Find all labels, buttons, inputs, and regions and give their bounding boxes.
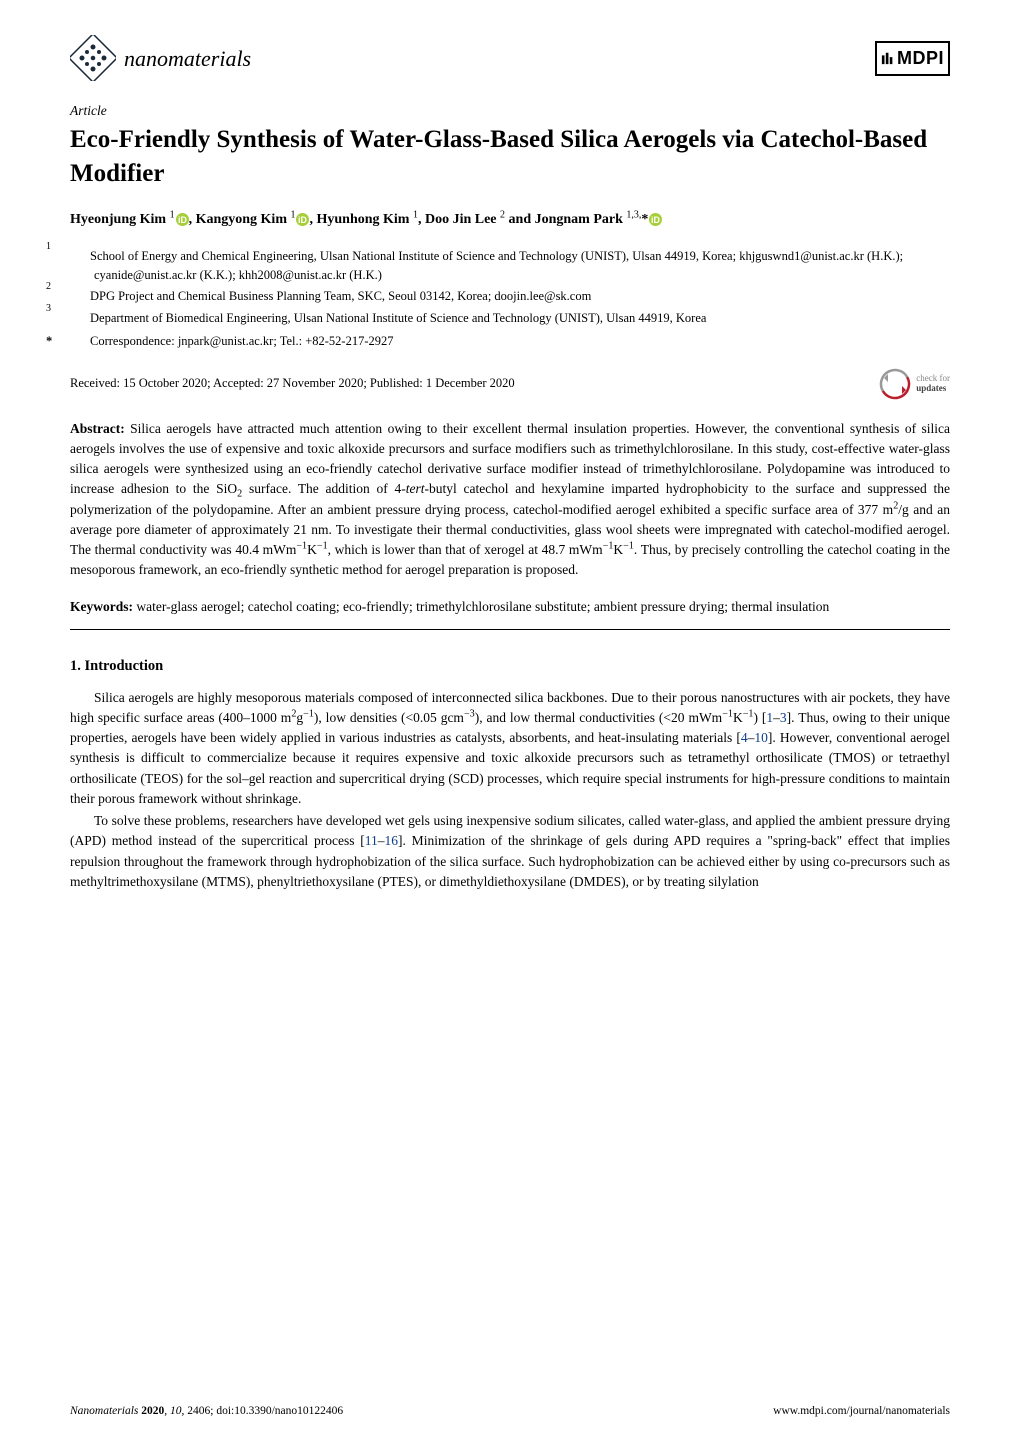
updates-icon — [878, 367, 912, 401]
journal-name: nanomaterials — [124, 42, 251, 75]
article-title: Eco-Friendly Synthesis of Water-Glass-Ba… — [70, 123, 950, 191]
page-footer: Nanomaterials 2020, 10, 2406; doi:10.339… — [70, 1403, 950, 1420]
mdpi-logo: MDPI — [875, 41, 950, 76]
article-type: Article — [70, 101, 950, 121]
section-heading: 1. Introduction — [70, 656, 950, 678]
footer-journal-link[interactable]: www.mdpi.com/journal/nanomaterials — [773, 1403, 950, 1420]
orcid-icon: iD — [296, 212, 309, 233]
body-paragraph: Silica aerogels are highly mesoporous ma… — [70, 688, 950, 810]
journal-logo: nanomaterials — [70, 35, 251, 81]
abstract-text: Silica aerogels have attracted much atte… — [70, 421, 950, 578]
affiliations-list: 1School of Energy and Chemical Engineeri… — [70, 247, 950, 328]
abstract: Abstract: Silica aerogels have attracted… — [70, 419, 950, 581]
header: nanomaterials MDPI — [70, 35, 950, 81]
separator — [70, 629, 950, 630]
keywords-label: Keywords: — [70, 599, 133, 614]
correspondence: *Correspondence: jnpark@unist.ac.kr; Tel… — [70, 332, 950, 351]
footer-citation: Nanomaterials 2020, 10, 2406; doi:10.339… — [70, 1403, 343, 1420]
affiliation-item: 3Department of Biomedical Engineering, U… — [94, 309, 950, 328]
check-for-updates-link[interactable]: check for updates — [878, 367, 950, 401]
publisher-name: MDPI — [897, 45, 944, 72]
authors: Hyeonjung Kim 1iD, Kangyong Kim 1iD, Hyu… — [70, 209, 950, 233]
abstract-label: Abstract: — [70, 421, 125, 436]
keywords-text: water-glass aerogel; catechol coating; e… — [133, 599, 829, 614]
publication-dates: Received: 15 October 2020; Accepted: 27 … — [70, 374, 515, 393]
nanomaterials-icon — [70, 35, 116, 81]
svg-text:iD: iD — [178, 215, 187, 225]
affiliation-item: 2DPG Project and Chemical Business Plann… — [94, 287, 950, 306]
body-paragraph: To solve these problems, researchers hav… — [70, 811, 950, 892]
svg-text:iD: iD — [299, 215, 308, 225]
updates-line1: check for — [916, 373, 950, 383]
updates-line2: updates — [916, 383, 946, 393]
svg-text:iD: iD — [651, 215, 660, 225]
mdpi-icon — [881, 51, 895, 65]
affiliation-item: 1School of Energy and Chemical Engineeri… — [94, 247, 950, 285]
orcid-icon: iD — [649, 212, 662, 233]
orcid-icon: iD — [176, 212, 189, 233]
keywords: Keywords: water-glass aerogel; catechol … — [70, 597, 950, 617]
dates-row: Received: 15 October 2020; Accepted: 27 … — [70, 367, 950, 401]
